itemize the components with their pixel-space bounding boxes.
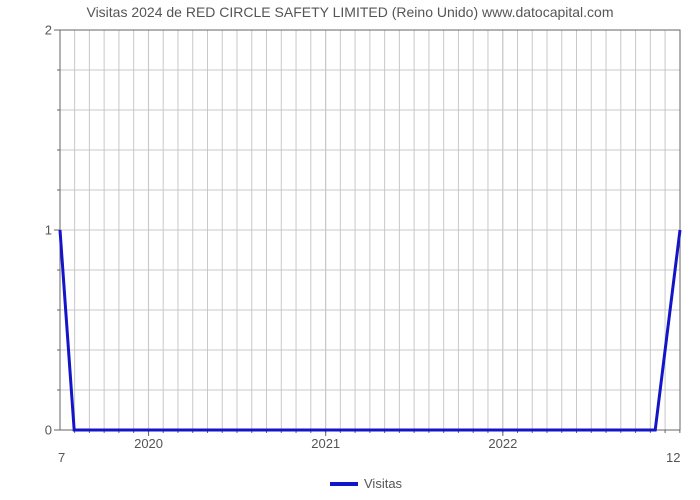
legend: Visitas [330,476,402,491]
legend-swatch [330,482,358,486]
y-tick-label: 1 [45,223,52,238]
plot-svg [60,30,680,430]
y-tick-label: 0 [45,423,52,438]
corner-label-bottom-right: 12 [666,450,680,465]
x-tick-label: 2020 [134,436,163,451]
legend-label: Visitas [364,476,402,491]
x-tick-label: 2021 [311,436,340,451]
plot-area: 012202020212022 [60,30,680,430]
corner-label-bottom-left: 7 [58,450,65,465]
chart-title: Visitas 2024 de RED CIRCLE SAFETY LIMITE… [0,4,700,20]
x-tick-label: 2022 [488,436,517,451]
y-tick-label: 2 [45,23,52,38]
chart-container: Visitas 2024 de RED CIRCLE SAFETY LIMITE… [0,0,700,500]
